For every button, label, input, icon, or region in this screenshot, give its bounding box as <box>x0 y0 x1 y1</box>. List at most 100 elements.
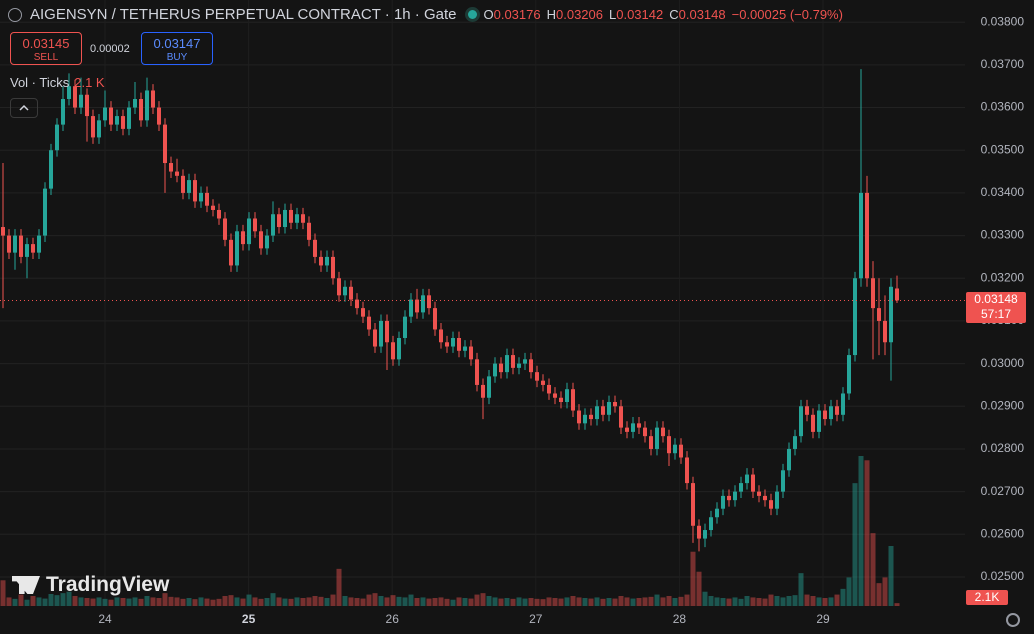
volume-bar <box>684 594 690 606</box>
volume-bar <box>570 596 576 606</box>
candle-body <box>13 235 17 253</box>
volume-bar <box>702 591 708 606</box>
volume-bar <box>312 596 318 606</box>
logo-text: TradingView <box>46 573 170 596</box>
buy-price: 0.03147 <box>153 36 201 51</box>
volume-bar <box>660 597 666 606</box>
candle-body <box>799 406 803 437</box>
y-tick-label: 0.02600 <box>981 526 1025 540</box>
volume-bar <box>72 596 78 606</box>
volume-bar <box>528 598 534 606</box>
candle-body <box>49 150 53 189</box>
candle-body <box>7 235 11 253</box>
y-tick-label: 0.03300 <box>981 228 1025 242</box>
logo: TradingView <box>12 573 169 597</box>
y-tick-label: 0.02900 <box>981 398 1025 412</box>
volume-bar <box>420 597 426 606</box>
volume-bar <box>606 598 612 606</box>
candle-body <box>373 329 377 347</box>
symbol: AIGENSYN / TETHERUS PERPETUAL CONTRACT ·… <box>30 6 457 23</box>
volume-bar <box>252 597 258 606</box>
candle-body <box>391 342 395 360</box>
symbol-icon <box>8 7 22 22</box>
volume-bar <box>618 596 624 606</box>
candle-body <box>505 355 509 373</box>
candle-body <box>553 393 557 398</box>
volume-bar <box>150 597 156 606</box>
volume-bar <box>24 599 30 606</box>
candle-body <box>697 525 701 539</box>
sell-price: 0.03145 <box>22 36 70 51</box>
volume-bar <box>492 597 498 606</box>
volume-bar <box>756 598 762 606</box>
candle-body <box>277 214 281 228</box>
volume-bar <box>696 571 702 606</box>
volume-bar <box>534 598 540 606</box>
logo-mark <box>12 576 40 594</box>
volume-bar <box>354 598 360 606</box>
volume-bar <box>726 598 732 606</box>
candle-body <box>811 414 815 432</box>
y-tick-label: 0.03800 <box>981 14 1025 28</box>
axes: 0.02500 0.02600 0.02700 0.02800 0.02900 0.030… <box>98 14 1024 626</box>
candle-body <box>97 120 101 138</box>
candle-body <box>487 376 491 398</box>
candle-body <box>139 99 143 121</box>
indicator: Vol · Ticks 2.1 K <box>10 75 105 90</box>
candle-body <box>853 278 857 356</box>
sell-button[interactable]: 0.03145 SELL <box>10 32 82 65</box>
candle-body <box>37 235 41 253</box>
x-tick-label: 29 <box>816 612 830 626</box>
x-tick-label: 24 <box>98 612 112 626</box>
collapse-button[interactable] <box>10 98 38 118</box>
volume-bar <box>510 598 516 606</box>
candle-body <box>739 483 743 492</box>
volume-bar <box>438 597 444 606</box>
volume-bar <box>264 598 270 606</box>
candle-body <box>211 205 215 210</box>
candle-body <box>721 495 725 509</box>
open-value: 0.03176 <box>493 7 541 22</box>
volume-bar <box>408 594 414 606</box>
volume-bar <box>768 594 774 606</box>
buy-button[interactable]: 0.03147 BUY <box>141 32 213 65</box>
volume-bar <box>876 583 882 606</box>
volume-bar <box>840 588 846 606</box>
volume-bar <box>858 456 864 606</box>
candle-body <box>835 406 839 415</box>
volume-bar <box>96 597 102 606</box>
candle-body <box>805 406 809 415</box>
candle-body <box>289 209 293 223</box>
volume-layer <box>0 456 900 606</box>
volume-bar <box>480 593 486 606</box>
volume-bar <box>468 598 474 606</box>
price-tag-value: 0.03148 <box>974 292 1018 306</box>
volume-bar <box>708 596 714 606</box>
x-tick-label: 27 <box>529 612 543 626</box>
volume-bar <box>834 594 840 606</box>
volume-bar <box>852 483 858 606</box>
candle-body <box>235 231 239 266</box>
candle-body <box>19 235 23 257</box>
candle-body <box>217 209 221 219</box>
volume-bar <box>792 595 798 606</box>
volume-bar <box>750 597 756 606</box>
y-tick-label: 0.03600 <box>981 100 1025 114</box>
candle-body <box>511 355 515 368</box>
indicator-value: 2.1 K <box>74 75 105 90</box>
low-label: L <box>609 7 617 22</box>
close-value: 0.03148 <box>678 7 726 22</box>
x-tick-label: 26 <box>386 612 400 626</box>
volume-bar <box>546 597 552 606</box>
candle-body <box>745 474 749 484</box>
candle-body <box>43 188 47 236</box>
candle-body <box>265 235 269 249</box>
volume-bar <box>240 598 246 606</box>
settings-button[interactable] <box>1006 613 1020 627</box>
candle-body <box>199 192 203 202</box>
volume-bar <box>888 546 894 606</box>
candle-body <box>763 495 767 501</box>
candle-body <box>643 427 647 437</box>
grid <box>0 21 965 578</box>
